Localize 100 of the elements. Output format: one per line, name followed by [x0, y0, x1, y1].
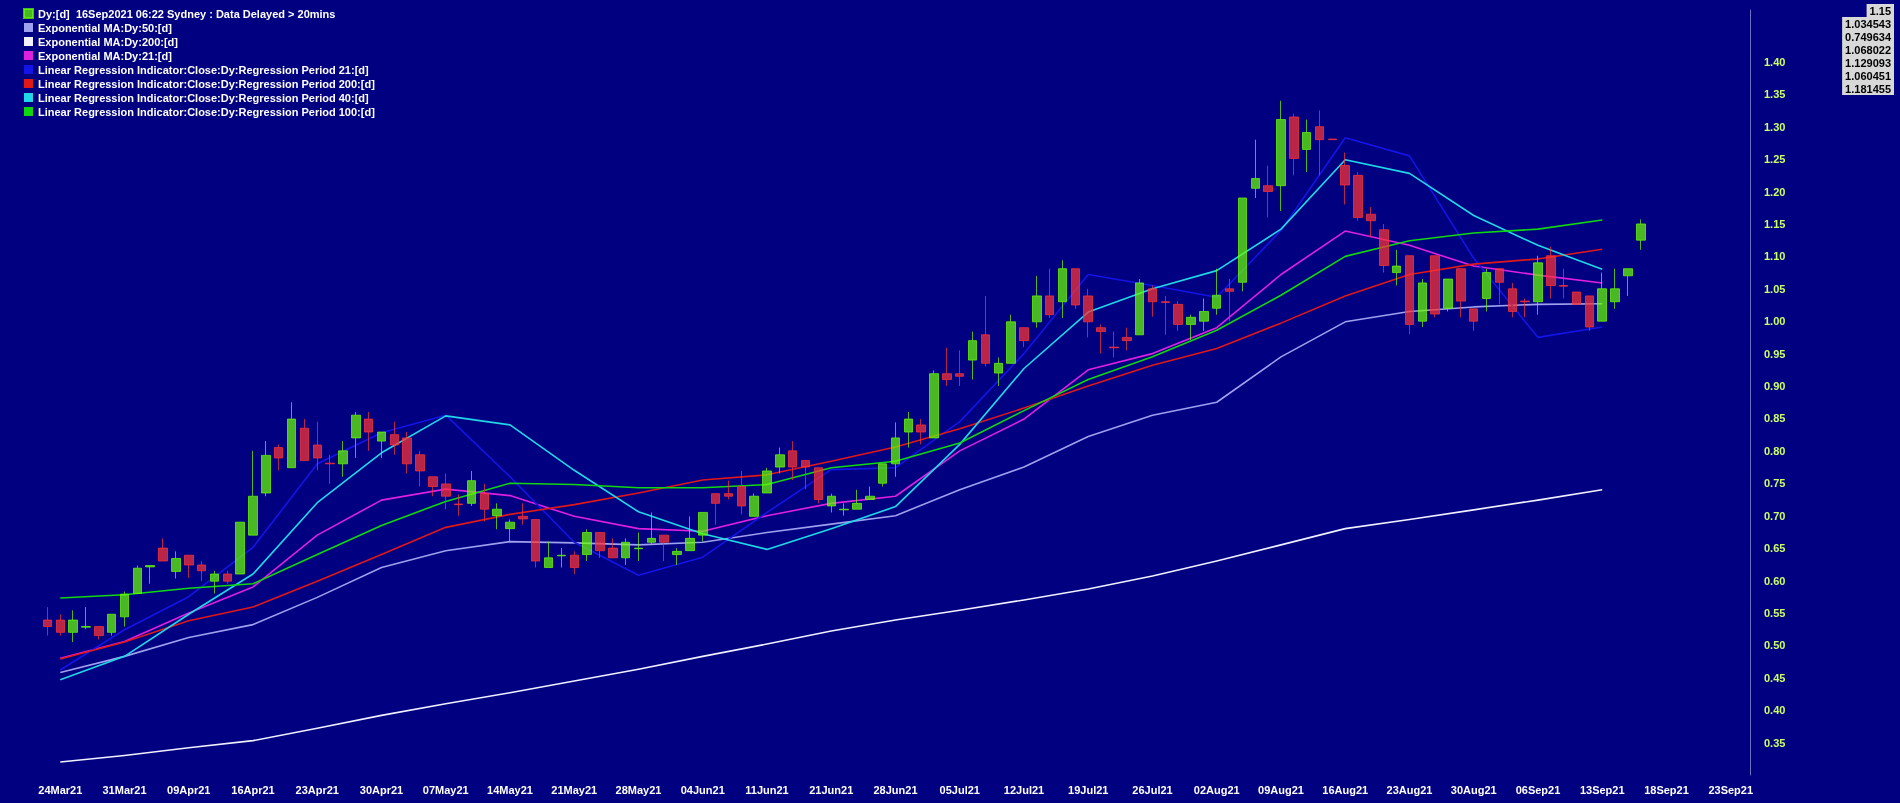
candlestick	[634, 532, 643, 562]
candlestick	[133, 565, 142, 594]
candlestick	[467, 470, 476, 507]
candlestick	[1392, 249, 1401, 287]
candlestick	[402, 431, 412, 475]
x-tick-label: 23Aug21	[1386, 783, 1433, 796]
x-tick-label: 04Jun21	[680, 783, 725, 796]
y-tick-label: 0.85	[1764, 412, 1786, 425]
candlestick	[865, 486, 875, 500]
legend-label: Linear Regression Indicator:Close:Dy:Regression Period 200:[d]	[38, 77, 376, 90]
candlestick	[1469, 308, 1478, 332]
y-tick-label: 0.70	[1764, 509, 1786, 522]
x-tick-label: 16Aug21	[1322, 783, 1369, 796]
candlestick	[287, 401, 296, 469]
candlestick	[313, 421, 322, 471]
candlestick	[595, 532, 605, 559]
y-tick-label: 1.10	[1764, 250, 1786, 263]
x-tick-label: 21May21	[551, 783, 598, 796]
candlestick	[68, 609, 78, 643]
x-tick-label: 23Apr21	[295, 783, 339, 796]
candlestick	[223, 570, 232, 585]
candlestick	[81, 606, 91, 630]
candlestick	[1430, 255, 1440, 318]
candlestick	[994, 356, 1003, 387]
x-tick-label: 11Jun21	[745, 783, 789, 796]
candlestick	[1109, 331, 1119, 358]
candlestick	[1482, 268, 1491, 312]
candlestick	[351, 411, 361, 459]
candlestick	[724, 480, 733, 500]
candlestick	[1122, 327, 1132, 351]
candlestick	[1212, 268, 1221, 316]
x-tick-label: 30Apr21	[359, 783, 404, 796]
candlestick	[1533, 255, 1543, 316]
candlestick	[338, 440, 348, 478]
y-tick-label: 0.35	[1764, 736, 1786, 749]
candlestick	[197, 560, 206, 582]
candlestick	[1032, 275, 1042, 329]
x-tick-label: 09Apr21	[167, 783, 211, 796]
candlestick	[544, 541, 553, 569]
candlestick	[492, 502, 502, 530]
x-tick-label: 23Sep21	[1708, 783, 1754, 796]
candlestick	[981, 295, 990, 368]
candlestick	[827, 493, 836, 513]
candlestick	[1148, 285, 1157, 318]
y-tick-label: 1.20	[1764, 185, 1786, 198]
candlestick	[184, 554, 194, 579]
x-tick-label: 26Jul21	[1132, 783, 1173, 796]
candlestick	[1328, 138, 1337, 141]
y-tick-label: 0.45	[1764, 671, 1786, 684]
candlestick	[1186, 314, 1196, 341]
y-tick-label: 1.35	[1764, 88, 1786, 101]
y-tick-label: 1.25	[1764, 153, 1786, 166]
text: 1.068022	[1845, 43, 1892, 56]
candlestick	[325, 454, 335, 485]
x-tick-label: 24Mar21	[38, 783, 83, 796]
y-tick-label: 0.75	[1764, 477, 1786, 490]
candlestick	[1366, 206, 1376, 238]
x-tick-label: 28Jun21	[873, 783, 918, 796]
y-tick-label: 0.55	[1764, 606, 1786, 619]
candlestick	[1520, 298, 1530, 318]
x-tick-label: 14May21	[487, 783, 533, 796]
text: 1.060451	[1845, 69, 1892, 82]
y-tick-label: 0.40	[1764, 704, 1786, 717]
candlestick	[916, 418, 926, 445]
candlestick	[788, 440, 797, 481]
x-tick-label: 12Jul21	[1003, 783, 1045, 796]
x-tick-label: 19Jul21	[1068, 783, 1109, 796]
candlestick	[1199, 298, 1209, 332]
y-tick-label: 0.90	[1764, 380, 1786, 393]
candlestick	[1019, 327, 1029, 348]
candlestick	[441, 473, 451, 510]
candlestick	[120, 591, 129, 628]
x-tick-label: 18Sep21	[1644, 783, 1689, 796]
candlestick	[1071, 268, 1080, 310]
candlestick	[390, 421, 399, 456]
candlestick	[171, 550, 181, 580]
candlestick	[415, 450, 425, 487]
candlestick	[878, 463, 887, 487]
candlestick	[904, 411, 913, 449]
candlestick	[570, 550, 579, 575]
candlestick	[1083, 288, 1093, 338]
candlestick	[852, 489, 862, 510]
x-tick-label: 09Aug21	[1258, 783, 1304, 796]
candlestick	[518, 502, 528, 526]
candlestick	[1096, 323, 1106, 355]
y-tick-label: 1.05	[1764, 282, 1786, 295]
x-tick-label: 07May21	[422, 783, 469, 796]
x-tick-label: 31Mar21	[102, 783, 147, 796]
candlestick	[801, 460, 810, 490]
candlestick	[1443, 278, 1453, 312]
y-tick-label: 0.95	[1764, 347, 1786, 360]
candlestick	[955, 349, 964, 387]
candlestick	[659, 534, 669, 562]
candlestick	[968, 331, 977, 381]
text: 1.181455	[1845, 82, 1892, 95]
text: 1.129093	[1845, 56, 1892, 69]
candlestick	[145, 565, 155, 585]
legend-label: Linear Regression Indicator:Close:Dy:Regression Period 100:[d]	[38, 105, 376, 118]
candlestick	[839, 502, 849, 517]
text: 0.749634	[1845, 30, 1892, 43]
